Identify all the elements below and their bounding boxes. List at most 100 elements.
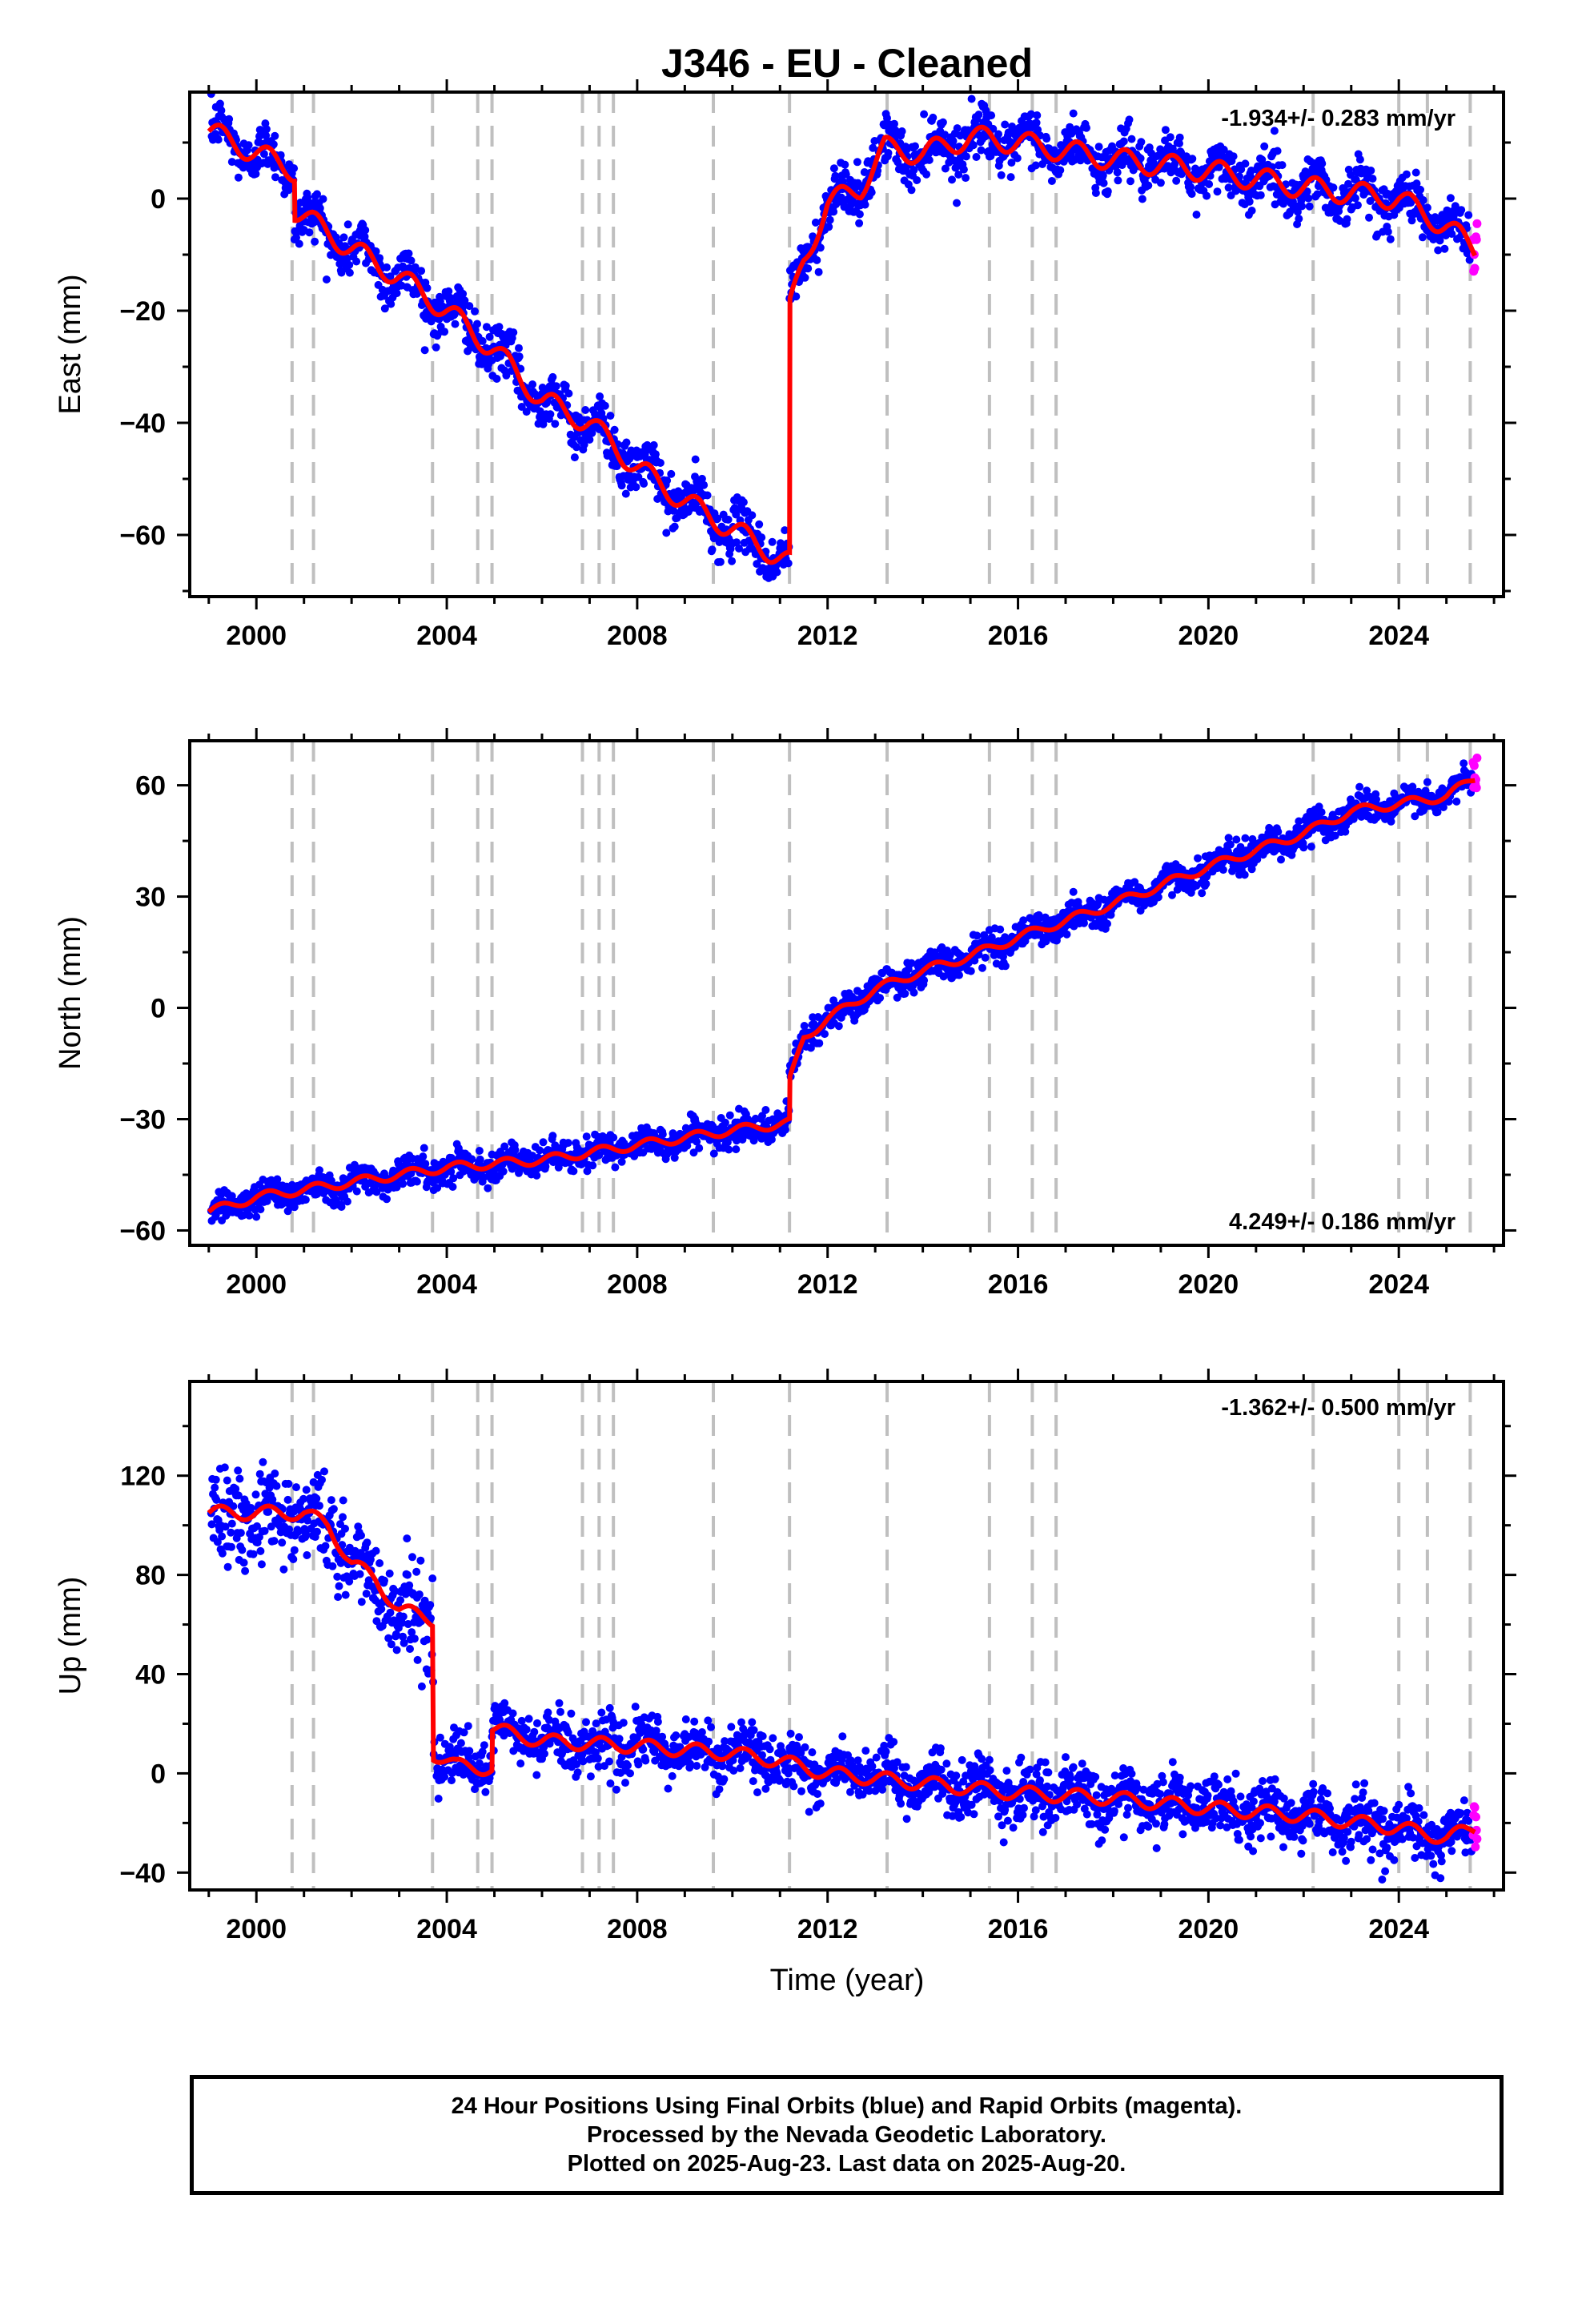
data-point <box>1270 127 1279 135</box>
data-point <box>911 142 919 151</box>
data-point <box>1386 235 1395 243</box>
data-point <box>211 1475 220 1484</box>
data-point <box>987 111 996 120</box>
data-point <box>1293 207 1302 216</box>
data-point <box>380 304 389 313</box>
data-point <box>499 1167 508 1176</box>
data-point <box>748 511 757 520</box>
data-point <box>444 287 453 296</box>
panels: 2000 2004 2008 2012 2016 2020 2024−60−40−200Ea… <box>54 79 1516 1944</box>
x-tick-label: 2020 <box>1178 621 1239 651</box>
data-point <box>831 171 840 180</box>
data-point <box>977 146 986 155</box>
data-point <box>811 218 820 227</box>
data-point <box>371 247 380 255</box>
data-point <box>925 149 934 158</box>
data-point <box>841 160 849 169</box>
data-point <box>396 1596 405 1605</box>
data-point <box>546 410 555 419</box>
data-point <box>447 1168 456 1176</box>
data-point <box>329 1505 338 1514</box>
data-point <box>1229 152 1238 161</box>
data-point <box>725 1111 734 1120</box>
data-point <box>582 1132 591 1141</box>
data-point <box>897 127 906 135</box>
data-point <box>321 1542 330 1550</box>
x-tick-label: 2008 <box>607 1269 668 1300</box>
data-point <box>420 346 429 355</box>
data-point <box>1175 133 1184 142</box>
data-point <box>271 173 279 182</box>
data-point <box>372 1188 381 1196</box>
data-point <box>283 1495 292 1504</box>
data-point <box>1365 213 1373 222</box>
data-point <box>511 1145 520 1154</box>
data-point <box>978 963 986 972</box>
data-point <box>500 1142 509 1151</box>
data-point <box>509 328 518 337</box>
data-point <box>922 170 931 179</box>
data-point <box>405 1581 414 1590</box>
data-point <box>464 1722 472 1731</box>
data-point <box>211 1483 219 1492</box>
data-point <box>1144 181 1153 190</box>
data-point <box>1033 111 1042 119</box>
data-point <box>227 1542 235 1551</box>
data-point <box>357 1598 366 1606</box>
rapid-point <box>1472 235 1481 244</box>
data-point <box>813 255 821 264</box>
data-point <box>841 170 850 179</box>
data-point <box>1001 962 1010 971</box>
data-point <box>363 1538 371 1547</box>
data-point <box>313 1527 321 1536</box>
data-point <box>981 953 990 962</box>
data-point <box>876 994 885 1003</box>
data-point <box>407 256 416 265</box>
data-point <box>482 323 491 332</box>
data-point <box>1202 879 1211 888</box>
data-point <box>241 1566 250 1575</box>
data-point <box>1056 166 1065 175</box>
data-point <box>386 1608 395 1617</box>
data-point <box>423 283 432 292</box>
x-tick-label: 2008 <box>607 621 668 651</box>
data-point <box>829 164 838 173</box>
data-point <box>1007 159 1016 167</box>
data-point <box>781 1125 789 1134</box>
data-point <box>1091 189 1100 197</box>
data-point <box>1260 142 1269 151</box>
data-point <box>724 515 733 524</box>
data-point <box>403 1534 412 1543</box>
model-line <box>207 123 1477 565</box>
data-point <box>920 976 929 985</box>
data-point <box>415 1590 424 1598</box>
data-point <box>433 1184 442 1192</box>
data-point <box>419 1152 428 1161</box>
data-point <box>1006 173 1015 182</box>
data-point <box>1411 168 1420 177</box>
data-point <box>1062 930 1071 939</box>
data-point <box>600 401 609 410</box>
data-point <box>249 1550 258 1558</box>
data-point <box>1383 227 1392 236</box>
data-point <box>1446 194 1455 203</box>
data-point <box>290 1203 299 1212</box>
data-point <box>1278 161 1287 170</box>
data-point <box>548 1132 557 1140</box>
data-point <box>670 1153 679 1162</box>
data-point <box>713 514 722 523</box>
data-point <box>955 971 963 979</box>
data-point <box>284 1479 293 1488</box>
data-point <box>528 380 537 388</box>
data-point <box>570 453 579 462</box>
data-point <box>1298 202 1307 211</box>
data-point <box>663 476 672 485</box>
data-point <box>953 199 961 207</box>
data-point <box>1303 187 1311 196</box>
data-point <box>399 1612 408 1621</box>
data-point <box>392 289 401 298</box>
data-point <box>262 131 271 140</box>
data-point <box>781 526 789 535</box>
y-tick-label: 0 <box>151 184 166 215</box>
